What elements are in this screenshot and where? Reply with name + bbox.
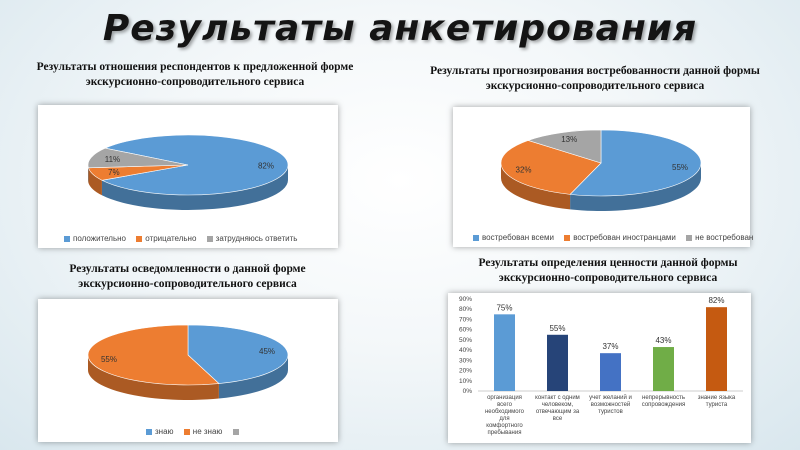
pie-label: 55% (672, 163, 688, 172)
pie-slice (87, 324, 220, 386)
legend-item: затрудняюсь ответить (206, 234, 297, 243)
pie-label: 45% (259, 347, 275, 356)
pie-side (101, 165, 288, 211)
chart3-panel: 45% 55% знаю не знаю (38, 299, 338, 442)
y-tick-label: 10% (459, 378, 472, 385)
chart3-pie: 45% 55% (87, 324, 289, 400)
y-tick-label: 70% (459, 316, 472, 323)
pie-depth (88, 355, 288, 400)
bar-value-label: 82% (708, 296, 724, 305)
pie-side (88, 355, 219, 400)
bar (547, 334, 568, 391)
pie-slice (569, 129, 702, 197)
pie-side (570, 163, 701, 211)
y-tick-label: 20% (459, 368, 472, 375)
chart1-caption: Результаты отношения респондентов к пред… (36, 61, 354, 88)
pie-side (88, 167, 102, 196)
legend-item: отрицательно (136, 234, 196, 243)
pie-side (218, 355, 288, 399)
pie-label: 13% (561, 135, 577, 144)
chart4-bars: 0% 10% 20% 30% 40% 50% 60% 70% 80% 90% 75% организа… (459, 296, 743, 436)
legend-item: востребован иностранцами (564, 233, 676, 242)
x-tick-label: контакт с одним человеком, отвечающим за вс… (535, 395, 580, 422)
chart3-caption: Результаты осведомленности о данной форм… (69, 263, 306, 290)
y-tick-label: 80% (459, 306, 472, 313)
pie-slice (500, 140, 602, 195)
chart1-legend: положительно отрицательно затрудняюсь от… (64, 234, 305, 243)
pie-label: 32% (516, 166, 532, 175)
x-tick-label: непрерывность сопровождения (642, 395, 685, 408)
legend-item: востребован всеми (473, 233, 554, 242)
pie-label: 7% (108, 168, 120, 177)
x-tick-label: знание языка туриста (698, 395, 736, 408)
pie-label: 11% (105, 155, 120, 164)
page-title: Результаты анкетирования (102, 8, 698, 49)
y-tick-label: 0% (463, 388, 473, 395)
bar (706, 307, 727, 391)
chart4-caption: Результаты определения ценности данной ф… (478, 257, 738, 284)
y-tick-label: 30% (459, 357, 472, 364)
pie-label: 82% (258, 162, 274, 171)
pie-slice (87, 147, 189, 169)
pie-slice (527, 129, 602, 164)
pie-slice (187, 324, 289, 384)
chart1-panel: 82% 7% 11% положительно отрицательно затру… (38, 105, 338, 248)
pie-side (501, 163, 571, 210)
bar (494, 314, 515, 391)
bar (653, 347, 674, 391)
y-tick-label: 90% (459, 296, 472, 303)
y-tick-label: 40% (459, 347, 472, 354)
pie-depth (88, 165, 288, 211)
chart2-caption: Результаты прогнозирования востребованно… (430, 65, 760, 92)
chart3-legend: знаю не знаю (146, 427, 250, 436)
chart4-panel: 0% 10% 20% 30% 40% 50% 60% 70% 80% 90% 75% организа… (448, 293, 751, 443)
y-tick-label: 60% (459, 327, 472, 334)
bar-value-label: 55% (549, 324, 565, 333)
bar-value-label: 43% (655, 336, 671, 345)
chart2-legend: востребован всеми востребован иностранца… (473, 233, 761, 242)
pie-slice (100, 134, 289, 196)
legend-item: положительно (64, 234, 126, 243)
pie-depth (501, 163, 701, 211)
pie-label: 55% (101, 355, 117, 364)
bar-value-label: 37% (602, 342, 618, 351)
chart1-pie: 82% 7% 11% (87, 134, 289, 211)
chart2-pie: 55% 32% 13% (500, 129, 702, 211)
bar-value-label: 75% (496, 303, 512, 312)
legend-item: не востребован (686, 233, 753, 242)
chart2-panel: 55% 32% 13% востребован всеми востребован … (453, 107, 753, 247)
bar (600, 353, 621, 391)
legend-item (232, 427, 242, 436)
legend-item: не знаю (183, 427, 222, 436)
legend-item: знаю (146, 427, 174, 436)
y-tick-label: 50% (459, 337, 472, 344)
x-tick-label: организация всего необходимого для комфортно… (485, 395, 525, 436)
x-tick-label: учет желаний и возможностей туристов (589, 394, 632, 415)
